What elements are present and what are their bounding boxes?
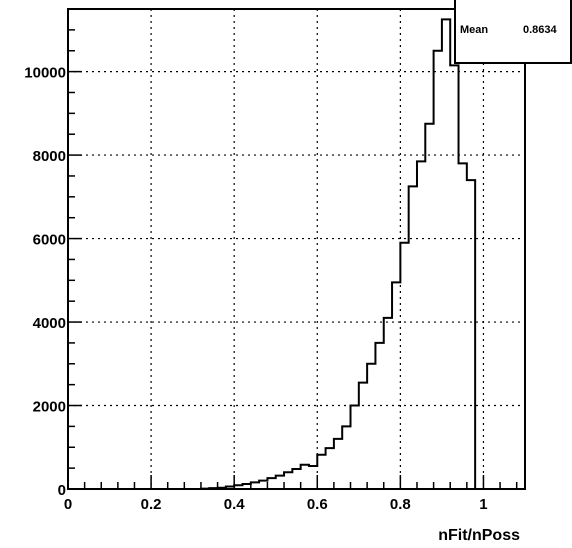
x-tick-label: 0.2 bbox=[141, 496, 162, 513]
y-tick-label: 0 bbox=[58, 482, 66, 499]
x-tick-label: 0 bbox=[64, 496, 72, 513]
y-tick-label: 8000 bbox=[33, 148, 66, 165]
x-tick-label: 0.8 bbox=[390, 496, 411, 513]
y-tick-label: 2000 bbox=[33, 399, 66, 416]
stats-mean-value: 0.8634 bbox=[523, 24, 558, 36]
x-axis-ticks bbox=[67, 475, 518, 489]
x-tick-label: 0.4 bbox=[224, 496, 246, 513]
y-tick-label: 10000 bbox=[24, 65, 66, 82]
x-axis-tick-labels: 0 0.2 0.4 0.6 0.8 1 bbox=[64, 496, 488, 513]
x-axis-title: nFit/nPoss bbox=[438, 527, 520, 544]
grid-lines bbox=[68, 9, 525, 489]
plot-frame bbox=[67, 8, 526, 490]
x-tick-label: 1 bbox=[479, 496, 487, 513]
y-axis-tick-labels: 0 2000 4000 6000 8000 10000 bbox=[24, 65, 66, 499]
stats-mean-label: Mean bbox=[460, 24, 488, 36]
stats-box: Mean 0.8634 bbox=[454, 0, 572, 64]
y-tick-label: 6000 bbox=[33, 232, 66, 249]
y-tick-label: 4000 bbox=[33, 315, 66, 332]
x-tick-label: 0.6 bbox=[307, 496, 328, 513]
histogram-series bbox=[199, 18, 492, 490]
stats-box-frame bbox=[454, 0, 572, 64]
y-axis-ticks bbox=[68, 8, 82, 490]
